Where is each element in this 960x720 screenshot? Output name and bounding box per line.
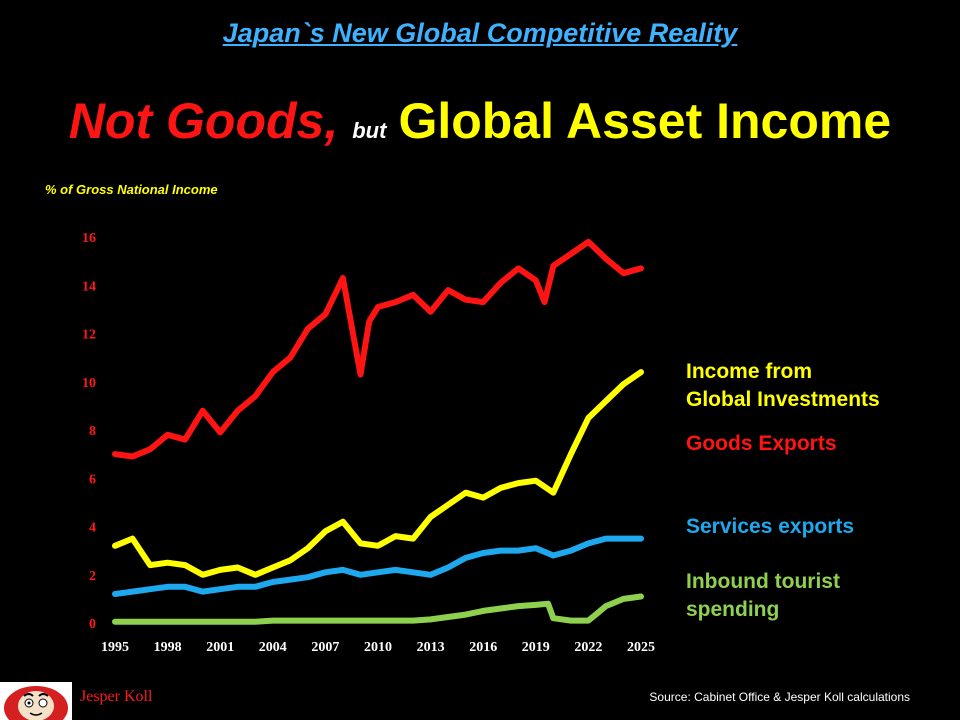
legend-label: Services exports (686, 514, 855, 538)
y-tick-label: 6 (89, 472, 96, 487)
y-tick-label: 12 (82, 328, 96, 343)
y-tick-labels: 0 2 4 6 8 10 12 14 16 (82, 231, 96, 632)
source-note: Source: Cabinet Office & Jesper Koll cal… (649, 690, 910, 704)
y-axis-label: % of Gross National Income (45, 182, 218, 197)
series-lines (112, 238, 644, 625)
series-line-income-from-global-investments (112, 369, 644, 578)
y-tick-label: 0 (89, 617, 96, 632)
x-tick-label: 2004 (259, 640, 287, 655)
legend-label: Goods Exports (686, 432, 837, 456)
legend-entry: Income from Global Investments (686, 358, 880, 414)
x-tick-label: 1995 (101, 640, 129, 655)
legend-label: Global Investments (686, 388, 880, 412)
x-tick-label: 2016 (469, 640, 497, 655)
x-tick-label: 2019 (522, 640, 550, 655)
top-heading: Japan`s New Global Competitive Reality (222, 18, 738, 48)
x-tick-label: 1998 (154, 640, 182, 655)
title-global-asset-income: Global Asset Income (398, 93, 892, 149)
legend-label: Inbound tourist (686, 569, 840, 593)
legend-entry: Services exports (686, 513, 854, 541)
legend-label: spending (686, 597, 780, 621)
series-line-inbound-tourist-spending (112, 593, 644, 625)
x-tick-labels: 1995 1998 2001 2004 2007 2010 2013 2016 2019 2022… (101, 640, 655, 655)
y-tick-label: 2 (89, 569, 96, 584)
x-tick-label: 2013 (417, 640, 445, 655)
x-tick-label: 2010 (364, 640, 392, 655)
x-tick-label: 2001 (206, 640, 234, 655)
main-title: Not Goods, but Global Asset Income (0, 92, 960, 150)
author-name: Jesper Koll (80, 688, 153, 705)
legend-entry: Goods Exports (686, 430, 837, 458)
daruma-logo-icon (0, 682, 72, 720)
x-tick-label: 2022 (574, 640, 602, 655)
legend-label: Income from (686, 360, 813, 384)
x-tick-label: 2025 (627, 640, 655, 655)
y-tick-label: 16 (82, 231, 96, 246)
series-line-goods-exports (112, 238, 644, 460)
legend-entry: Inbound tourist spending (686, 568, 840, 624)
title-not-goods: Not Goods, (68, 93, 339, 149)
y-tick-label: 10 (82, 376, 96, 391)
series-line-services-exports (112, 535, 644, 597)
x-tick-label: 2007 (311, 640, 339, 655)
y-tick-label: 4 (89, 521, 96, 536)
y-tick-label: 8 (89, 424, 96, 439)
title-but: but (352, 118, 387, 143)
y-tick-label: 14 (82, 279, 96, 294)
